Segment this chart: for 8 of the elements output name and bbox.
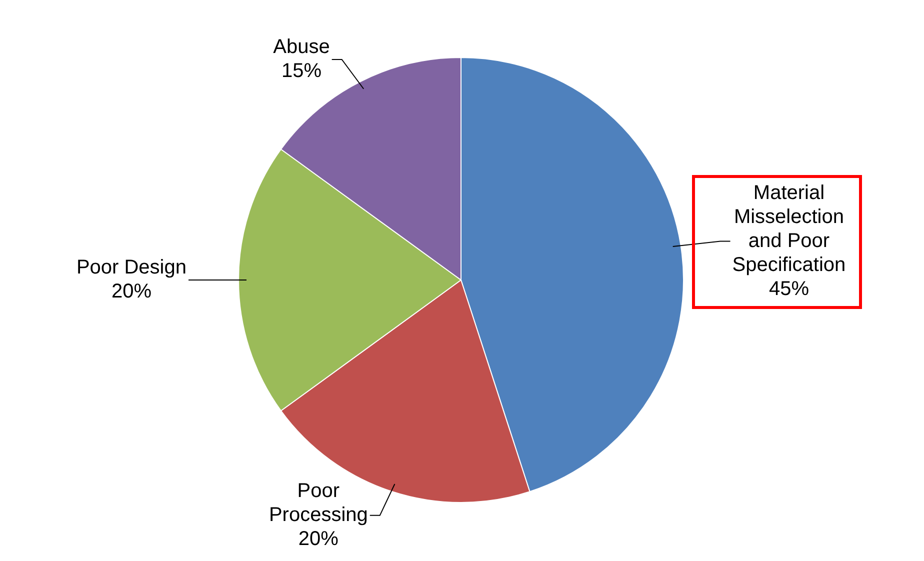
data-label: 15% [281,60,322,82]
slice-label: Poor Design [76,256,186,279]
slice-label: Abuse [273,36,330,58]
slice-label: Poor Processing [268,480,368,526]
slice-label: Material Misselection and Poor Specification [732,182,846,276]
data-label: 20% [111,280,152,303]
data-label: 45% [768,278,810,300]
data-label: 20% [298,528,339,550]
